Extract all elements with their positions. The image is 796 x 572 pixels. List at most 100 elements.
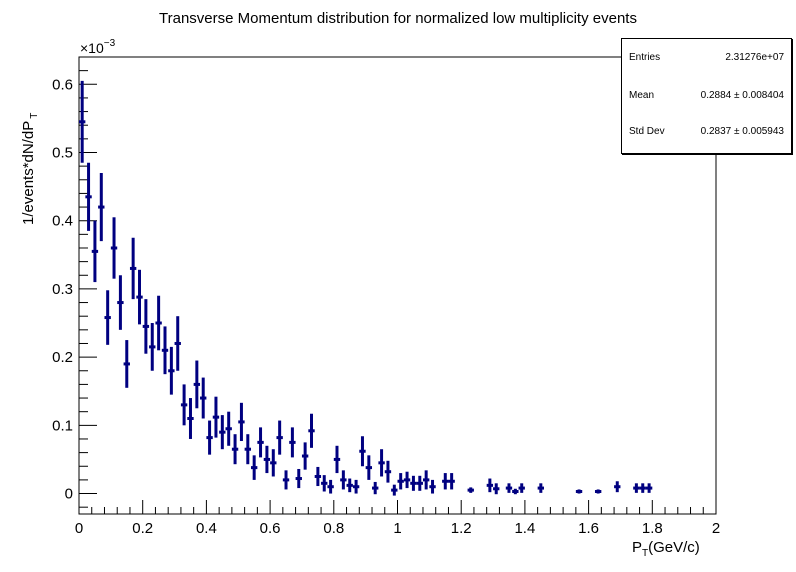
data-point [308, 413, 315, 448]
data-point [104, 290, 111, 345]
stats-std-row: Std Dev 0.2837 ± 0.005943 [629, 126, 784, 140]
data-point [289, 427, 296, 458]
data-point [633, 483, 640, 493]
data-point [149, 323, 156, 371]
y-axis-label: 1/events*dN/dP T [20, 113, 40, 225]
y-tick-label: 0.5 [52, 144, 73, 161]
data-point [187, 398, 194, 439]
data-point [129, 237, 137, 300]
x-tick-label: 0.4 [196, 520, 217, 537]
y-axis: 0 0.1 0.2 0.3 0.4 0.5 0.6 [52, 56, 97, 508]
data-point [244, 434, 251, 465]
data-point [174, 316, 181, 371]
x-tick-label: 1 [393, 520, 401, 537]
data-point [161, 326, 169, 375]
stats-box: Entries 2.31276e+07 Mean 0.2884 ± 0.0084… [621, 38, 792, 154]
data-point [422, 470, 430, 490]
stats-mean-row: Mean 0.2884 ± 0.008404 [629, 90, 784, 104]
data-point [614, 481, 621, 493]
data-point [416, 475, 423, 491]
data-point [594, 489, 602, 494]
x-axis: 0 0.2 0.4 0.6 0.8 1 1.2 1.4 1.6 1.8 2 [75, 500, 720, 537]
data-point [193, 360, 201, 409]
data-point [467, 487, 474, 493]
data-point [136, 269, 143, 325]
data-point [486, 478, 494, 493]
stats-entries-label: Entries [629, 52, 661, 63]
x-tick-label: 1.6 [578, 520, 599, 537]
data-point [378, 449, 385, 477]
data-point [110, 217, 118, 279]
data-point [327, 479, 334, 494]
stats-mean-label: Mean [629, 90, 655, 101]
data-point [231, 434, 239, 465]
data-series [79, 80, 653, 496]
data-point [180, 384, 188, 426]
data-point [429, 479, 436, 494]
x-tick-label: 1.8 [642, 520, 663, 537]
data-point [518, 483, 525, 493]
data-point [200, 377, 207, 419]
chart-title: Transverse Momentum distribution for nor… [159, 10, 637, 27]
data-point [448, 473, 455, 490]
data-point [142, 299, 150, 354]
data-point [372, 481, 379, 495]
data-point [639, 483, 646, 493]
data-point [410, 475, 417, 491]
data-point [397, 473, 404, 490]
y-tick-label: 0.2 [52, 349, 73, 366]
data-point [442, 473, 449, 490]
data-point [346, 478, 353, 493]
y-axis-label-main: 1/events*dN/dP [20, 121, 37, 225]
data-point [295, 468, 302, 489]
data-point [85, 162, 92, 231]
data-point [91, 220, 99, 283]
y-tick-label: 0.3 [52, 281, 73, 298]
stats-entries-row: Entries 2.31276e+07 [629, 52, 784, 66]
data-point [238, 402, 245, 442]
x-tick-label: 0.8 [323, 520, 344, 537]
data-point [276, 420, 283, 455]
data-point [98, 172, 105, 242]
x-tick-label: 1.4 [514, 520, 535, 537]
y-tick-label: 0.4 [52, 213, 73, 230]
x-tick-label: 0 [75, 520, 83, 537]
y-exponent-power: −3 [104, 38, 116, 49]
y-tick-label: 0.1 [52, 417, 73, 434]
data-point [263, 445, 271, 474]
data-point [212, 396, 220, 438]
y-exponent-label: ×10−3 [80, 38, 116, 56]
data-point [123, 340, 130, 388]
data-point [505, 483, 513, 493]
data-point [645, 483, 653, 493]
y-exponent-base: ×10 [80, 40, 104, 56]
data-point [575, 489, 583, 494]
data-point [365, 455, 373, 480]
stats-std-value: 0.2837 ± 0.005943 [700, 126, 784, 137]
data-point [168, 346, 175, 395]
data-point [117, 275, 124, 330]
x-tick-label: 0.2 [132, 520, 153, 537]
x-axis-label: PT(GeV/c) [632, 539, 700, 559]
data-point [384, 460, 392, 483]
x-tick-label: 1.2 [451, 520, 472, 537]
data-point [206, 420, 213, 455]
data-point [359, 436, 366, 467]
x-axis-label-main: P [632, 539, 642, 556]
data-point [391, 484, 398, 496]
data-point [155, 295, 162, 351]
data-point [257, 427, 264, 458]
y-axis-label-sub: T [29, 113, 40, 119]
y-axis-label-group: 1/events*dN/dP T [20, 113, 40, 225]
x-tick-label: 2 [712, 520, 720, 537]
data-point [225, 411, 232, 446]
data-point [79, 80, 86, 163]
data-point [282, 470, 290, 490]
stats-entries-value: 2.31276e+07 [725, 52, 784, 63]
data-point [512, 488, 519, 495]
data-point [219, 415, 226, 450]
data-point [301, 442, 309, 470]
x-tick-label: 0.6 [260, 520, 281, 537]
stats-std-label: Std Dev [629, 126, 665, 137]
